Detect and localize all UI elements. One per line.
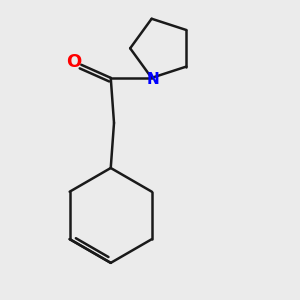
Text: N: N (147, 72, 159, 87)
Text: O: O (67, 53, 82, 71)
